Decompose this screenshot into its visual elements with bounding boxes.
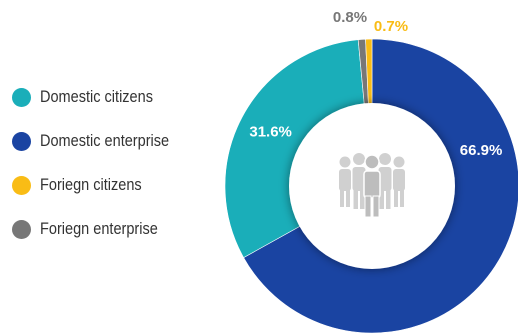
donut-data-labels: 31.6% 66.9% 0.8% 0.7%	[249, 9, 502, 159]
legend-item-domestic-enterprise: Domestic enterprise	[12, 130, 187, 152]
legend-label-foreign-enterprise: Foriegn enterprise	[40, 219, 158, 238]
legend-label-foreign-citizens: Foriegn citizens	[40, 175, 142, 194]
legend-swatch-foreign-enterprise	[12, 219, 31, 239]
label-foreign-citizens: 0.7%	[374, 18, 408, 35]
legend-item-foreign-citizens: Foriegn citizens	[12, 174, 187, 196]
legend-swatch-foreign-citizens	[12, 175, 31, 195]
legend-label-domestic-enterprise: Domestic enterprise	[40, 131, 170, 150]
people-group-icon-front	[363, 154, 381, 218]
label-domestic-citizens: 31.6%	[249, 124, 292, 141]
label-domestic-enterprise: 66.9%	[460, 142, 503, 159]
chart-legend: Domestic citizens Domestic enterprise Fo…	[12, 86, 187, 240]
legend-item-foreign-enterprise: Foriegn enterprise	[12, 218, 187, 240]
legend-swatch-domestic-enterprise	[12, 131, 31, 151]
legend-label-domestic-citizens: Domestic citizens	[40, 87, 153, 106]
label-foreign-enterprise: 0.8%	[333, 9, 367, 26]
people-group-icon	[339, 153, 405, 209]
legend-item-domestic-citizens: Domestic citizens	[12, 86, 187, 108]
legend-swatch-domestic-citizens	[12, 87, 31, 107]
